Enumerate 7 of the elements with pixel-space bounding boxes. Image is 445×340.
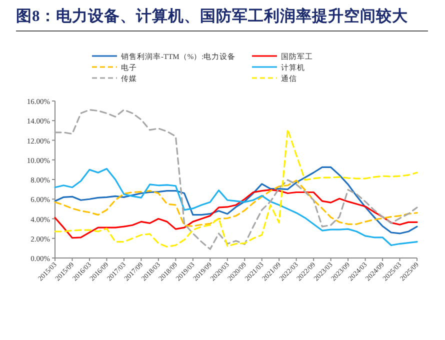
line-series bbox=[54, 166, 418, 234]
line-series bbox=[54, 109, 418, 250]
line-series bbox=[54, 180, 418, 227]
title: 图8：电力设备、计算机、国防军工利润率提升空间较大 bbox=[16, 8, 408, 25]
line-series bbox=[54, 168, 418, 246]
line-series bbox=[54, 128, 418, 248]
line-series bbox=[54, 189, 418, 239]
